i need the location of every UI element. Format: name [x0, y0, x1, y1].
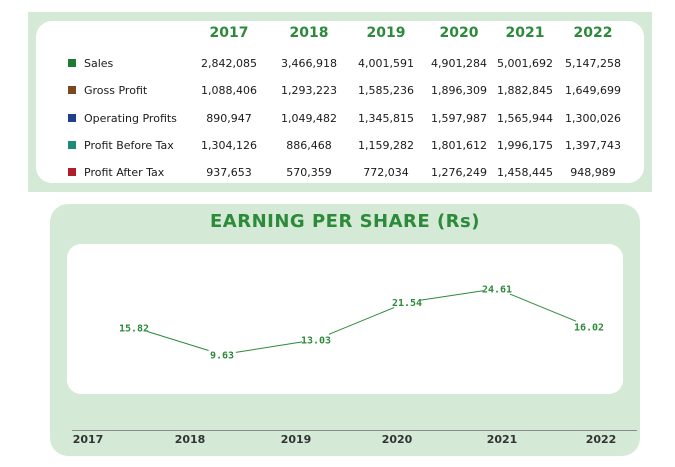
table-cell: 1,300,026: [565, 112, 621, 125]
eps-line-segment: [147, 331, 209, 351]
table-cell: 1,565,944: [497, 112, 553, 125]
table-cell: 1,649,699: [565, 84, 621, 97]
eps-data-label: 16.02: [574, 323, 604, 334]
year-header: 2019: [366, 25, 406, 41]
eps-line-segment: [328, 307, 395, 335]
row-label: Gross Profit: [84, 84, 148, 97]
table-cell: 1,293,223: [281, 84, 337, 97]
table-cell: 1,345,815: [358, 112, 414, 125]
row-label: Operating Profits: [84, 112, 177, 125]
year-header: 2018: [289, 25, 329, 41]
year-header: 2017: [209, 25, 249, 41]
legend-marker: [68, 86, 76, 94]
table-cell: 5,001,692: [497, 57, 553, 70]
table-cell: 886,468: [286, 139, 332, 152]
table-cell: 1,458,445: [497, 166, 553, 179]
eps-data-label: 15.82: [119, 323, 149, 334]
row-label: Profit Before Tax: [84, 139, 174, 152]
table-cell: 1,801,612: [431, 139, 487, 152]
table-cell: 1,304,126: [201, 139, 257, 152]
table-cell: 948,989: [570, 166, 616, 179]
table-cell: 1,597,987: [431, 112, 487, 125]
table-cell: 1,049,482: [281, 112, 337, 125]
legend-marker: [68, 114, 76, 122]
financial-table-panel: [28, 12, 652, 192]
row-label: Profit After Tax: [84, 166, 165, 179]
table-cell: 2,842,085: [201, 57, 257, 70]
table-cell: 1,088,406: [201, 84, 257, 97]
table-cell: 890,947: [206, 112, 252, 125]
table-cell: 5,147,258: [565, 57, 621, 70]
legend-marker: [68, 141, 76, 149]
x-tick-label: 2018: [174, 433, 206, 446]
x-tick-label: 2019: [280, 433, 312, 446]
table-cell: 570,359: [286, 166, 332, 179]
eps-line-segment: [235, 341, 303, 353]
eps-data-label: 24.61: [482, 285, 512, 296]
table-cell: 4,001,591: [358, 57, 414, 70]
eps-line-segment: [509, 293, 577, 322]
financial-table-card: [36, 21, 644, 183]
x-tick-label: 2020: [381, 433, 413, 446]
table-cell: 1,896,309: [431, 84, 487, 97]
x-axis-line: [72, 430, 637, 431]
year-header: 2022: [573, 25, 613, 41]
table-cell: 1,585,236: [358, 84, 414, 97]
chart-title: EARNING PER SHARE (Rs): [210, 211, 480, 232]
table-cell: 772,034: [363, 166, 409, 179]
eps-plot-area: [67, 244, 623, 394]
legend-marker: [68, 168, 76, 176]
table-cell: 4,901,284: [431, 57, 487, 70]
table-cell: 1,996,175: [497, 139, 553, 152]
table-cell: 1,397,743: [565, 139, 621, 152]
x-tick-label: 2021: [486, 433, 518, 446]
row-label: Sales: [84, 57, 114, 70]
table-cell: 1,882,845: [497, 84, 553, 97]
year-header: 2021: [505, 25, 545, 41]
table-cell: 1,276,249: [431, 166, 487, 179]
table-cell: 1,159,282: [358, 139, 414, 152]
eps-data-label: 21.54: [392, 298, 422, 309]
legend-marker: [68, 59, 76, 67]
x-tick-label: 2022: [585, 433, 617, 446]
year-header: 2020: [439, 25, 479, 41]
eps-line-segment: [420, 290, 484, 301]
eps-data-label: 13.03: [301, 336, 331, 347]
eps-data-label: 9.63: [210, 351, 234, 362]
table-cell: 3,466,918: [281, 57, 337, 70]
x-tick-label: 2017: [72, 433, 104, 446]
table-cell: 937,653: [206, 166, 252, 179]
